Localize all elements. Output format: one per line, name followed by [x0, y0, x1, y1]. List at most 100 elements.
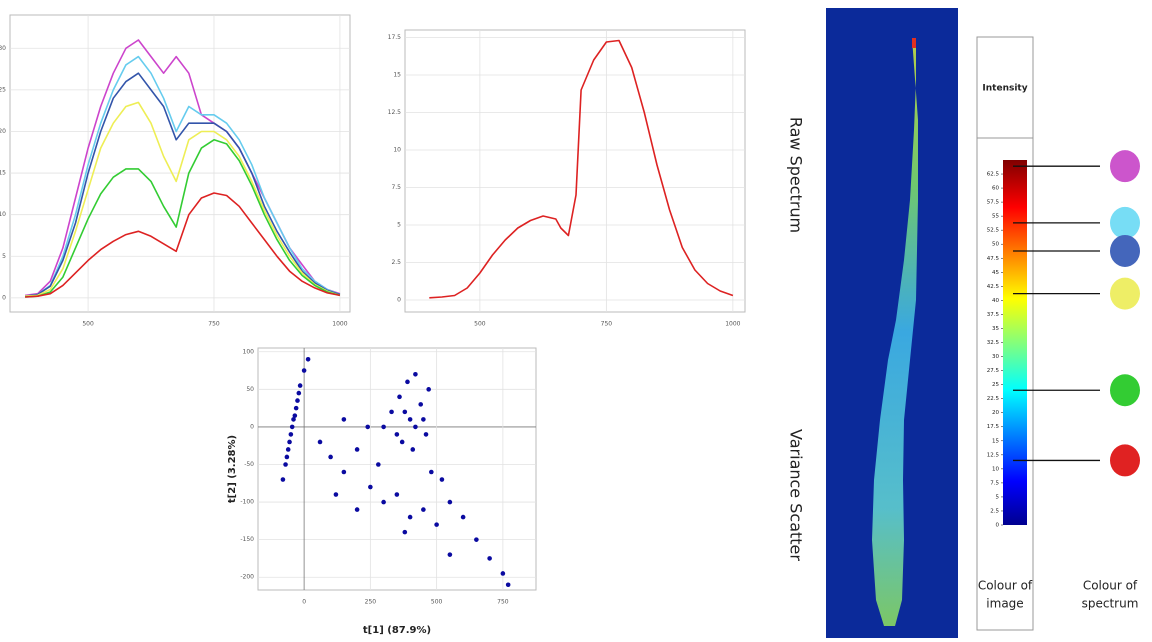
scatter-point — [439, 477, 445, 482]
scatter-point — [328, 454, 333, 460]
scatter-point — [280, 477, 286, 482]
x-tick-label: 750 — [208, 321, 220, 328]
spectrum-colour — [1110, 374, 1140, 407]
y-tick-label: -50 — [244, 461, 254, 468]
y-tick-label: -150 — [240, 536, 254, 543]
scatter-point — [426, 387, 431, 392]
y-tick-label: 0 — [397, 297, 401, 304]
colorbar-tick-label: 47.5 — [987, 256, 1000, 262]
y-tick-label: 0 — [2, 294, 6, 301]
y-tick-label: 0 — [250, 423, 254, 430]
colorbar-tick-label: 0 — [996, 523, 1000, 529]
y-tick-label: -100 — [240, 499, 254, 506]
scatter-point — [410, 447, 416, 452]
spectrum-line — [429, 39, 734, 299]
scatter-point — [407, 514, 413, 520]
scatter-point — [399, 439, 405, 445]
scatter-point — [407, 417, 413, 422]
scatter-point — [418, 402, 424, 407]
scatter-point — [341, 469, 347, 475]
scatter-point — [381, 424, 386, 430]
scatter-point — [423, 432, 429, 437]
spectrum-line — [24, 72, 341, 297]
scatter-point — [305, 356, 311, 362]
y-tick-label: 15 — [0, 170, 6, 177]
colorbar-tick-label: 60 — [992, 186, 999, 192]
colorbar-tick-label: 5 — [996, 494, 1000, 500]
spectrum-colour — [1110, 150, 1140, 183]
scatter-point — [297, 383, 303, 388]
scatter-point — [500, 571, 506, 576]
scatter-point — [285, 447, 291, 452]
colorbar-tick-label: 35 — [992, 326, 999, 332]
scatter-point — [354, 507, 360, 512]
y-tick-label: 5 — [2, 253, 6, 260]
colorbar-tick-label: 12.5 — [987, 452, 1000, 458]
scatter-point — [301, 368, 307, 373]
scatter-point — [288, 432, 294, 437]
plot-frame — [404, 29, 746, 313]
colorbar-tick-label: 42.5 — [987, 284, 1000, 290]
y-tick-label: 25 — [0, 86, 6, 93]
scatter-point — [505, 582, 511, 588]
x-axis-label: t[1] (87.9%) — [363, 625, 431, 636]
colorbar-tick-label: 2.5 — [990, 508, 999, 514]
y-tick-label: 2.5 — [391, 259, 401, 266]
sample-tip — [912, 38, 916, 48]
scatter-point — [421, 507, 426, 512]
scatter-point — [287, 439, 292, 445]
scatter-point — [487, 556, 492, 561]
scatter-point — [365, 424, 371, 430]
scatter-point — [413, 424, 418, 430]
scatter-point — [376, 462, 381, 467]
side-label: Variance Scatter — [787, 429, 806, 561]
x-tick-label: 750 — [601, 321, 613, 328]
caption: Colour of — [1083, 579, 1138, 593]
scatter-point — [292, 413, 298, 418]
colorbar-title: Intensity — [982, 84, 1027, 94]
scatter-point — [402, 529, 408, 535]
colorbar-tick-label: 20 — [992, 410, 999, 416]
scatter-point — [354, 447, 360, 452]
x-tick-label: 0 — [302, 599, 306, 606]
colorbar-tick-label: 40 — [992, 298, 999, 304]
scatter-point — [291, 417, 296, 422]
colorbar — [1003, 160, 1027, 525]
colorbar-tick-label: 27.5 — [987, 368, 1000, 374]
colorbar-tick-label: 10 — [992, 466, 999, 472]
scatter-point — [296, 390, 302, 396]
scatter-point — [381, 499, 386, 505]
colorbar-tick-label: 25 — [992, 382, 999, 388]
y-tick-label: 10 — [0, 211, 6, 218]
colorbar-tick-label: 57.5 — [987, 200, 1000, 206]
scatter-point — [333, 492, 339, 497]
spectrum-line — [25, 139, 341, 298]
scatter-point — [368, 484, 373, 490]
x-tick-label: 500 — [431, 599, 443, 606]
scatter-point — [413, 372, 418, 377]
scatter-point — [460, 514, 466, 520]
scatter-point — [434, 522, 439, 527]
scatter-point — [341, 417, 347, 422]
spectrum-colour — [1110, 234, 1140, 267]
caption: Colour of — [978, 579, 1033, 593]
scatter-point — [284, 454, 290, 460]
scatter-point — [474, 537, 479, 542]
scatter-point — [295, 398, 300, 403]
scatter-point — [405, 379, 410, 385]
caption: spectrum — [1082, 597, 1139, 611]
colorbar-tick-label: 37.5 — [987, 312, 1000, 318]
x-tick-label: 500 — [82, 321, 94, 328]
x-tick-label: 1000 — [332, 321, 347, 328]
colorbar-tick-label: 22.5 — [987, 396, 1000, 402]
colorbar-tick-label: 55 — [992, 214, 999, 220]
colorbar-tick-label: 52.5 — [987, 228, 1000, 234]
scatter-point — [447, 499, 453, 505]
scatter-point — [397, 394, 402, 400]
y-tick-label: 10 — [393, 147, 401, 154]
colorbar-tick-label: 32.5 — [987, 340, 1000, 346]
scatter-point — [447, 552, 453, 557]
spectrum-line — [24, 55, 341, 297]
y-axis-label: t[2] (3.28%) — [227, 435, 238, 503]
y-tick-label: 20 — [0, 128, 6, 135]
